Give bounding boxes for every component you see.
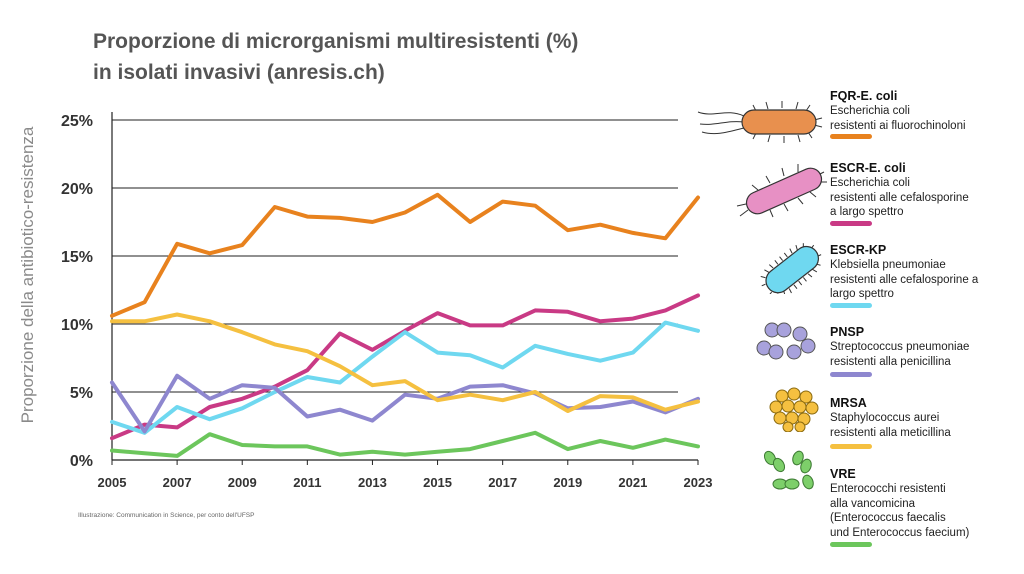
e-coli-orange-icon bbox=[697, 101, 823, 143]
x-axis-ticks: 2005 2007 2009 2011 2013 2015 2017 2019 2021 2023 bbox=[98, 460, 713, 490]
legend-name: ESCR-KP bbox=[830, 243, 887, 257]
legend-description: Escherichia coli resistenti alle cefalos… bbox=[830, 177, 969, 218]
x-tick-label: 2007 bbox=[163, 475, 192, 490]
x-tick-label: 2019 bbox=[553, 475, 582, 490]
y-tick-label: 10% bbox=[61, 317, 93, 334]
legend-swatch-fqr-e-coli bbox=[830, 134, 872, 139]
legend-swatch-escr-e-coli bbox=[830, 221, 872, 226]
legend-item-escr-e-coli: ESCR-E. coli Escherichia coli resistenti… bbox=[830, 161, 1020, 220]
staphylococcus-icon bbox=[769, 387, 819, 432]
x-tick-label: 2021 bbox=[618, 475, 647, 490]
series-line-pnsp bbox=[110, 373, 700, 434]
illustration-credit: Illustrazione: Communication in Science,… bbox=[78, 512, 255, 519]
y-tick-label: 20% bbox=[61, 181, 93, 198]
chart-title-line-2: in isolati invasivi (anresis.ch) bbox=[93, 61, 385, 84]
legend-swatch-escr-kp bbox=[830, 303, 872, 308]
x-tick-label: 2015 bbox=[423, 475, 452, 490]
x-tick-label: 2023 bbox=[684, 475, 713, 490]
legend-swatch-pnsp bbox=[830, 372, 872, 377]
x-tick-label: 2009 bbox=[228, 475, 257, 490]
legend-item-pnsp: PNSP Streptococcus pneumoniae resistenti… bbox=[830, 325, 1020, 369]
e-coli-pink-icon bbox=[736, 164, 827, 218]
enterococcus-icon bbox=[763, 450, 814, 490]
legend-name: PNSP bbox=[830, 325, 865, 339]
legend-description: Escherichia coli resistenti ai fluorochi… bbox=[830, 105, 966, 132]
klebsiella-icon bbox=[760, 243, 822, 294]
series-lines bbox=[110, 192, 700, 458]
y-axis-ticks: 0% 5% 10% 15% 20% 25% bbox=[61, 113, 93, 470]
streptococcus-icon bbox=[756, 322, 816, 360]
legend-item-escr-kp: ESCR-KP Klebsiella pneumoniae resistenti… bbox=[830, 243, 1020, 302]
y-tick-label: 25% bbox=[61, 113, 93, 130]
x-tick-label: 2017 bbox=[488, 475, 517, 490]
legend-description: Klebsiella pneumoniae resistenti alle ce… bbox=[830, 259, 979, 300]
y-tick-label: 15% bbox=[61, 249, 93, 266]
legend-swatch-vre bbox=[830, 542, 872, 547]
x-tick-label: 2013 bbox=[358, 475, 387, 490]
legend-item-fqr-e-coli: FQR-E. coli Escherichia coli resistenti … bbox=[830, 89, 1020, 133]
x-tick-label: 2011 bbox=[293, 475, 321, 490]
series-line-vre bbox=[110, 430, 700, 458]
legend-item-mrsa: MRSA Staphylococcus aurei resistenti all… bbox=[830, 396, 1020, 440]
series-line-escr-kp bbox=[110, 320, 700, 435]
series-line-mrsa bbox=[110, 312, 700, 413]
legend-description: Enterococchi resistenti alla vancomicina… bbox=[830, 483, 970, 539]
legend-name: FQR-E. coli bbox=[830, 89, 898, 103]
legend-item-vre: VRE Enterococchi resistenti alla vancomi… bbox=[830, 467, 1020, 540]
x-tick-label: 2005 bbox=[98, 475, 127, 490]
legend-name: ESCR-E. coli bbox=[830, 161, 906, 175]
legend-name: VRE bbox=[830, 467, 856, 481]
legend-description: Staphylococcus aurei resistenti alla met… bbox=[830, 412, 951, 439]
series-line-fqr-e-coli bbox=[110, 192, 700, 318]
legend-description: Streptococcus pneumoniae resistenti alla… bbox=[830, 341, 970, 368]
legend-name: MRSA bbox=[830, 396, 867, 410]
y-tick-label: 5% bbox=[70, 385, 93, 402]
y-tick-label: 0% bbox=[70, 453, 93, 470]
chart-title-line-1: Proporzione di microrganismi multiresist… bbox=[93, 30, 579, 53]
gridlines bbox=[111, 112, 698, 461]
chart-title: Proporzione di microrganismi multiresist… bbox=[93, 26, 578, 88]
legend-swatch-mrsa bbox=[830, 444, 872, 449]
